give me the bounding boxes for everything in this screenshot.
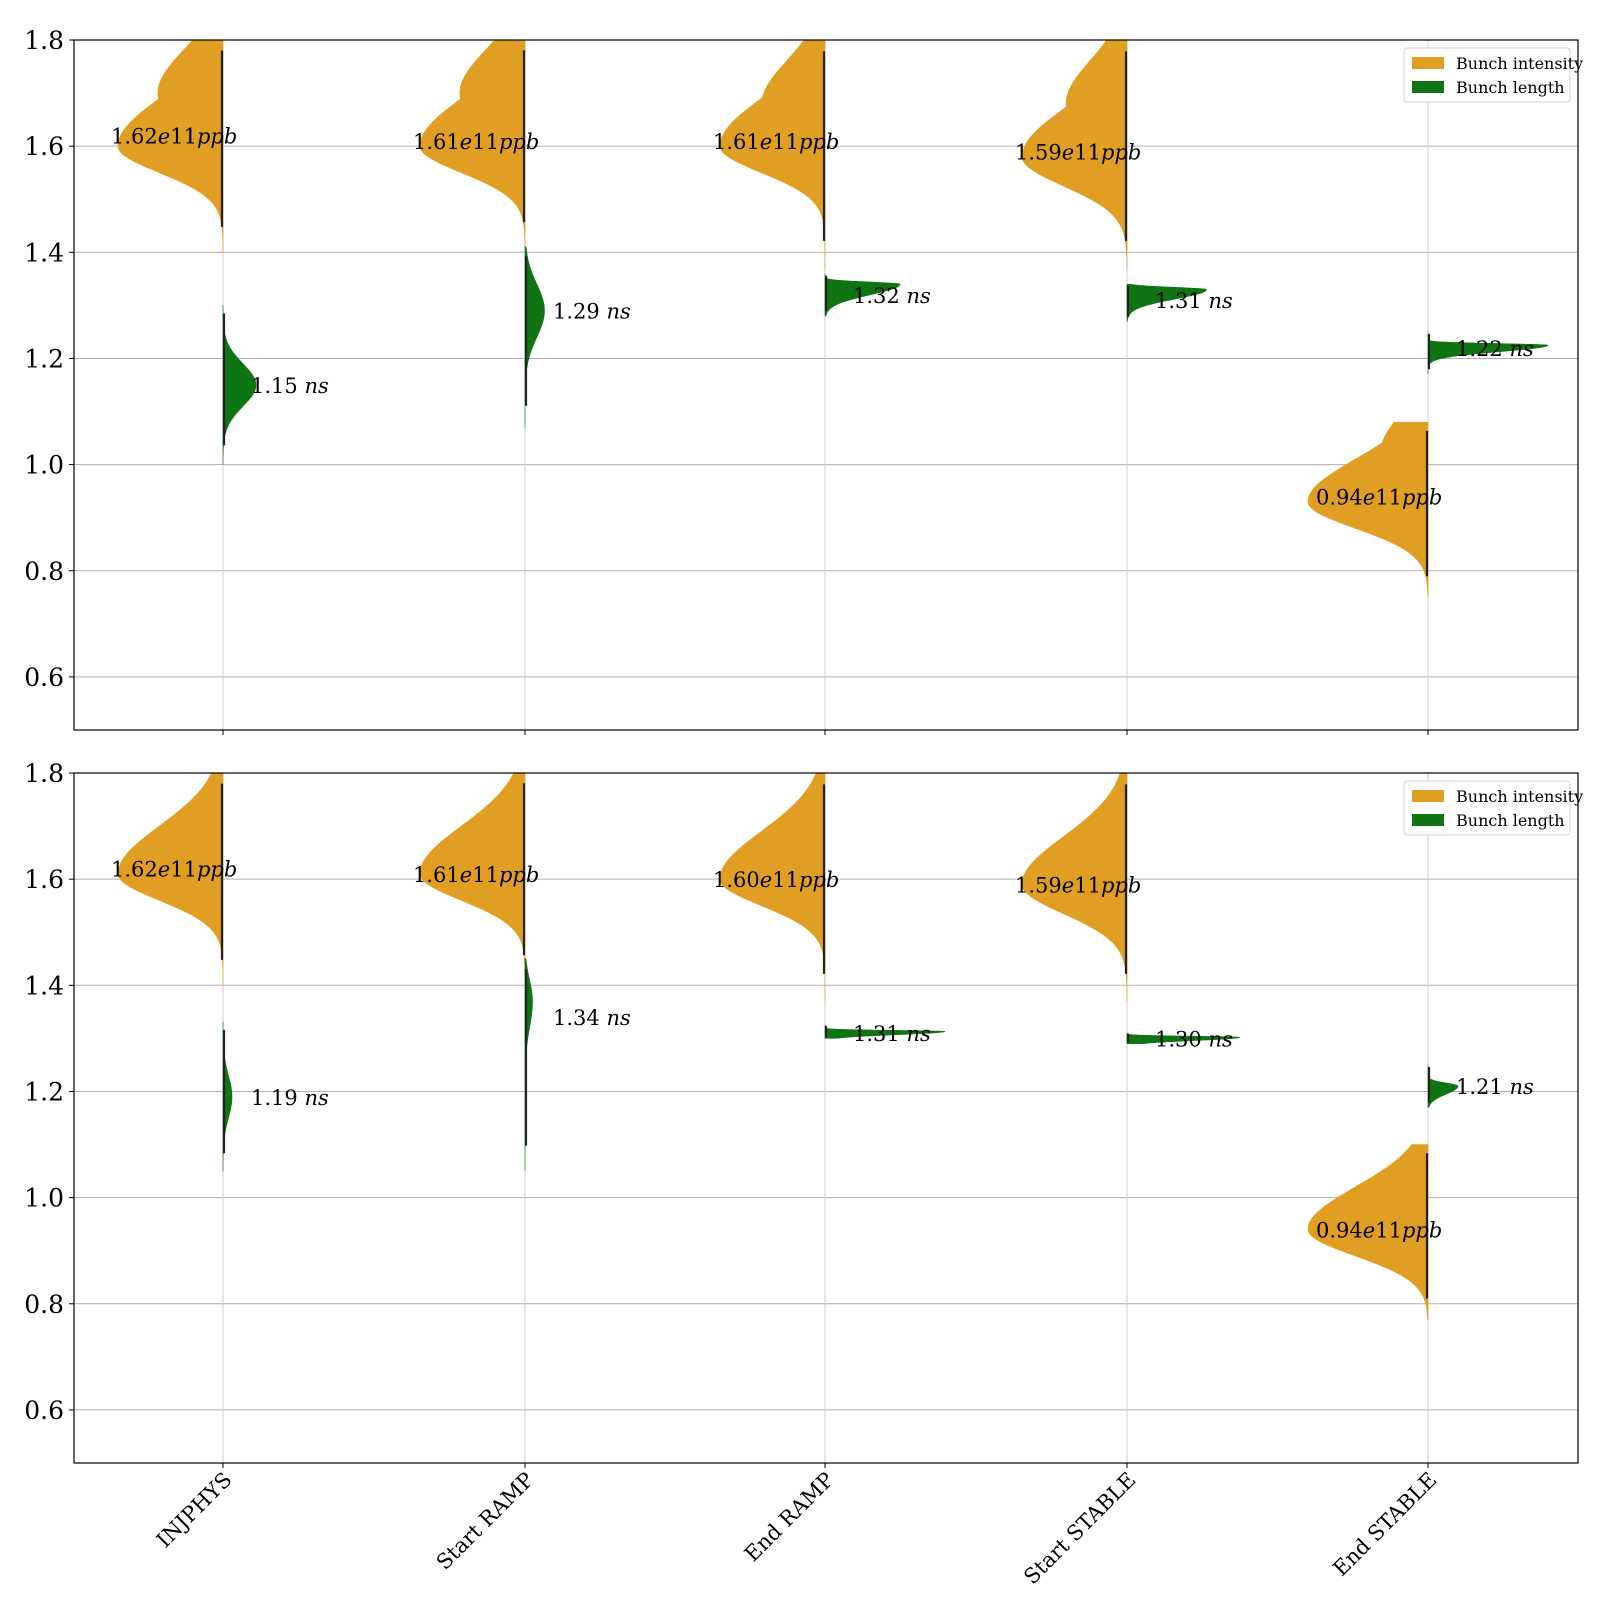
violin-label-intensity-2: 1.60e11ppb: [713, 868, 839, 892]
legend-box: [1403, 47, 1571, 103]
xtick-label-1: Start RAMP: [432, 1468, 539, 1575]
legend: Bunch intensity Bunch length: [1403, 780, 1583, 836]
violin-intensity-0: [117, 40, 224, 253]
ytick-label: 1.0: [24, 451, 64, 480]
violin-label-length-0: 1.15 ns: [251, 374, 329, 398]
violin-intensity-1: [419, 40, 526, 248]
ytick-label: 1.2: [24, 1077, 64, 1106]
legend-label-0: Bunch intensity: [1456, 54, 1583, 73]
legend-swatch-0: [1412, 57, 1444, 69]
violin-label-intensity-1: 1.61e11ppb: [413, 130, 539, 154]
violin-label-intensity-3: 1.59e11ppb: [1015, 140, 1141, 164]
plot-frame: [73, 772, 1579, 1464]
ytick-label: 1.6: [24, 132, 64, 161]
violin-label-length-2: 1.31 ns: [853, 1022, 931, 1046]
violin-label-intensity-0: 1.62e11ppb: [111, 125, 237, 149]
ytick-label: 1.2: [24, 344, 64, 373]
xtick-label-4: End STABLE: [1328, 1468, 1441, 1581]
violin-label-intensity-2: 1.61e11ppb: [713, 130, 839, 154]
ytick-label: 1.4: [24, 971, 64, 1000]
legend-swatch-0: [1412, 790, 1444, 802]
legend-label-0: Bunch intensity: [1456, 787, 1583, 806]
violin-intensity-3: [1021, 40, 1128, 269]
violin-label-intensity-3: 1.59e11ppb: [1015, 873, 1141, 897]
ytick-label: 0.8: [24, 557, 64, 586]
violin-intensity-2: [719, 40, 826, 269]
legend-label-1: Bunch length: [1456, 811, 1565, 830]
violin-label-length-3: 1.30 ns: [1155, 1027, 1233, 1051]
plot-frame: [73, 39, 1579, 731]
violin-intensity-4: [1307, 1144, 1429, 1320]
legend-label-1: Bunch length: [1456, 78, 1565, 97]
violin-label-length-0: 1.19 ns: [251, 1086, 329, 1110]
xtick-label-0: INJPHYS: [152, 1468, 237, 1553]
violin-intensity-4: [1307, 421, 1429, 598]
violin-label-intensity-4: 0.94e11ppb: [1316, 1218, 1442, 1242]
violin-label-length-4: 1.21 ns: [1456, 1075, 1534, 1099]
ytick-label: 0.8: [24, 1290, 64, 1319]
legend-swatch-1: [1412, 814, 1444, 826]
violin-label-length-1: 1.29 ns: [553, 300, 631, 324]
legend: Bunch intensity Bunch length: [1403, 47, 1583, 103]
ytick-label: 1.8: [24, 26, 64, 55]
panel-top: 0.6 0.8 1.0 1.2 1.4 1.6 1.8 1.62e11ppb 1.61e11pp…: [24, 26, 1583, 735]
violin-label-length-2: 1.32 ns: [853, 284, 931, 308]
xtick-label-2: End RAMP: [740, 1468, 839, 1567]
ytick-label: 1.8: [24, 759, 64, 788]
violins-top: [117, 40, 1549, 598]
violin-label-intensity-4: 0.94e11ppb: [1316, 485, 1442, 509]
violins-bottom: [117, 773, 1459, 1320]
xtick-label-3: Start STABLE: [1019, 1468, 1140, 1589]
violin-intensity-3: [1021, 773, 1128, 1002]
ytick-label: 1.6: [24, 865, 64, 894]
legend-box: [1403, 780, 1571, 836]
violin-intensity-1: [419, 773, 526, 981]
ytick-label: 1.0: [24, 1184, 64, 1213]
violin-length-4: [1427, 1064, 1459, 1108]
violin-label-length-3: 1.31 ns: [1155, 289, 1233, 313]
legend-swatch-1: [1412, 81, 1444, 93]
ytick-label: 1.4: [24, 238, 64, 267]
violin-length-2: [824, 273, 901, 317]
panel-bottom: 0.6 0.8 1.0 1.2 1.4 1.6 1.8 1.62e11ppb 1.61e11pp…: [24, 759, 1583, 1589]
violin-label-length-1: 1.34 ns: [553, 1006, 631, 1030]
violin-label-intensity-0: 1.62e11ppb: [111, 858, 237, 882]
violin-label-intensity-1: 1.61e11ppb: [413, 863, 539, 887]
violin-label-length-4: 1.22 ns: [1456, 337, 1534, 361]
violin-length-1: [524, 246, 545, 428]
violin-length-3: [1126, 1032, 1240, 1044]
ytick-label: 0.6: [24, 663, 64, 692]
ytick-label: 0.6: [24, 1396, 64, 1425]
